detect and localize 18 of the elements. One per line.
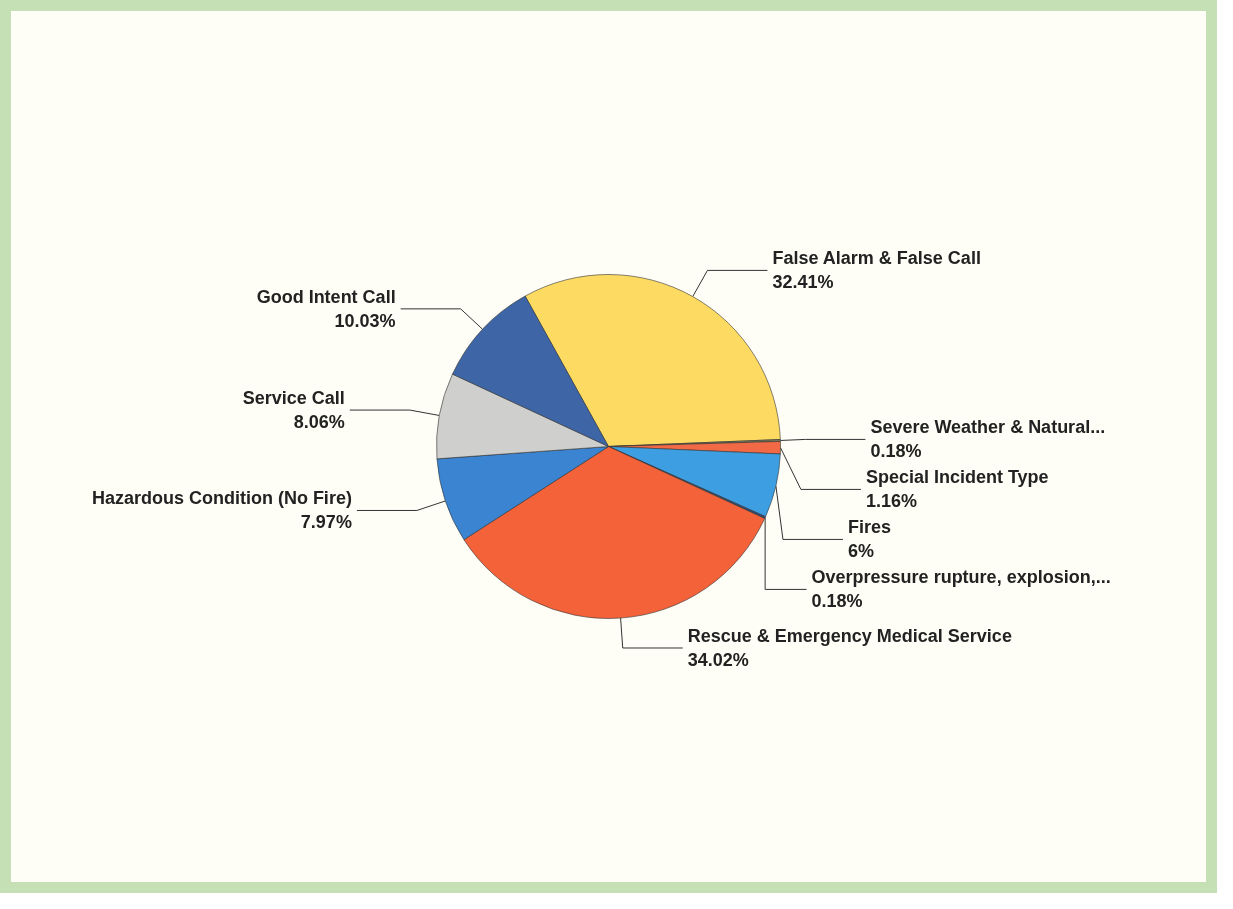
- data-label: 8.06%: [293, 412, 345, 433]
- data-label: 0.18%: [870, 441, 922, 462]
- slice-label: Special Incident Type: [865, 467, 1049, 488]
- slice-label: Fires: [847, 517, 891, 538]
- slice-label: Good Intent Call: [256, 286, 396, 307]
- slice-label: Rescue & Emergency Medical Service: [687, 626, 1012, 646]
- slice-label: Hazardous Condition (No Fire): [91, 488, 352, 509]
- data-label: 0.18%: [811, 591, 863, 612]
- data-label: 1.16%: [865, 491, 917, 512]
- data-label: 32.41%: [772, 272, 834, 293]
- slice-label: False Alarm & False Call: [772, 248, 981, 269]
- data-label: 10.03%: [334, 310, 396, 331]
- data-label: 6%: [847, 541, 874, 562]
- data-label: 7.97%: [300, 512, 352, 533]
- slice-label: Service Call: [242, 388, 345, 409]
- slice-label: Overpressure rupture, explosion,...: [811, 567, 1111, 588]
- data-label: 34.02%: [687, 650, 749, 670]
- slice-label: Severe Weather & Natural...: [870, 417, 1106, 438]
